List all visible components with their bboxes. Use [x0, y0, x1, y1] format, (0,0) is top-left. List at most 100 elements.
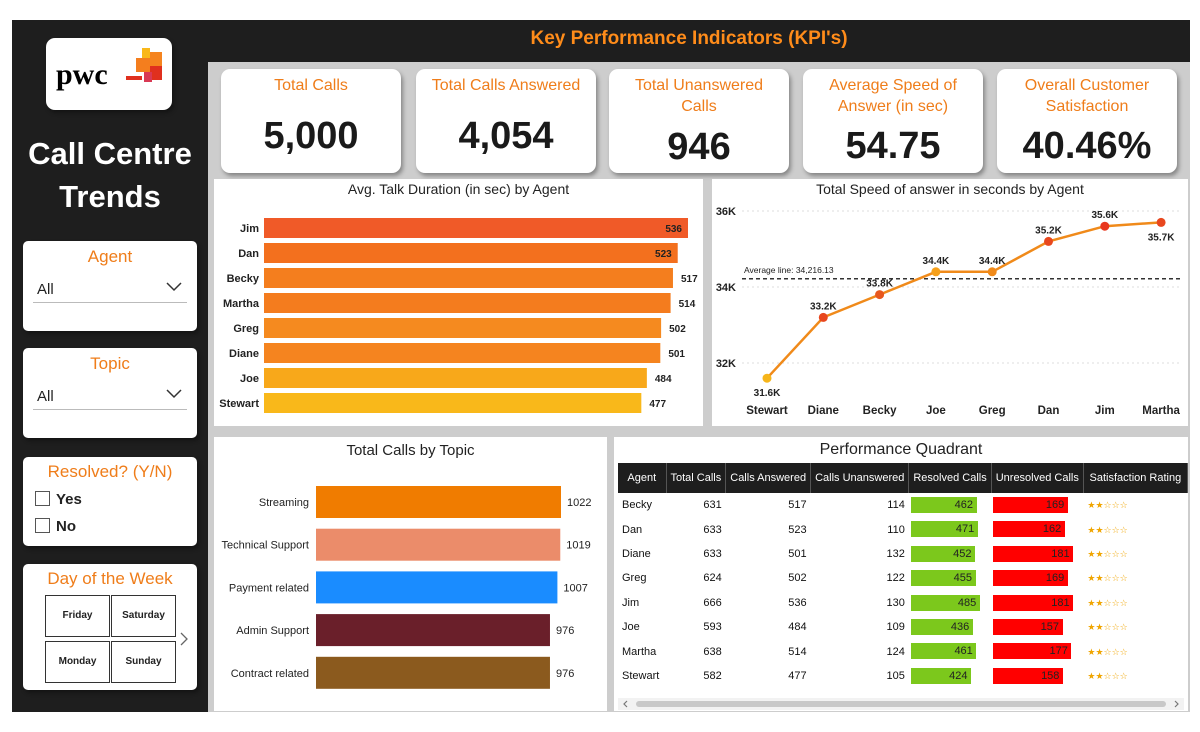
- number-cell: 130: [886, 596, 905, 609]
- day-tile-monday[interactable]: Monday: [45, 641, 110, 683]
- table-row[interactable]: Diane 633 501 132 452 181 ★★☆☆☆: [618, 542, 1187, 566]
- bar: [316, 614, 550, 647]
- column-header[interactable]: Total Calls: [666, 463, 727, 493]
- rating-cell: ★★☆☆☆: [1083, 542, 1187, 566]
- star-rating-icon: ★★☆☆☆: [1087, 548, 1128, 559]
- bar-value-label: 169: [1045, 499, 1065, 511]
- bar-value-label: 181: [1051, 596, 1070, 609]
- table-row[interactable]: Jim 666 536 130 485 181 ★★☆☆☆: [618, 591, 1187, 615]
- number-cell: 132: [886, 547, 905, 560]
- column-header[interactable]: Calls Answered: [725, 463, 812, 493]
- resolved-yes-checkbox[interactable]: Yes: [35, 491, 82, 508]
- bar-value-label: 471: [955, 523, 975, 536]
- number-cell: 105: [886, 669, 905, 682]
- resolved-bar-cell: 452: [909, 542, 991, 566]
- scroll-left-icon[interactable]: [621, 699, 631, 709]
- day-tile-saturday[interactable]: Saturday: [111, 595, 176, 637]
- speed-answer-chart: 32K 34K 36K Average line: 34,216.13 31.6K Ste…: [716, 206, 1182, 417]
- bar-value-label: 484: [655, 374, 672, 385]
- bar-value-label: 455: [953, 572, 972, 585]
- bar-category-label: Greg: [233, 323, 259, 335]
- bar: [264, 318, 662, 338]
- bar-value-label: 1022: [567, 497, 591, 509]
- table-row[interactable]: Joe 593 484 109 436 157 ★★☆☆☆: [618, 615, 1187, 639]
- number-cell: 477: [788, 669, 807, 682]
- rating-cell: ★★☆☆☆: [1083, 615, 1187, 639]
- speed-answer-title: Total Speed of answer in seconds by Agen…: [816, 181, 1084, 197]
- table-row[interactable]: Stewart 582 477 105 424 158 ★★☆☆☆: [618, 664, 1187, 688]
- topic-slicer-title: Topic: [90, 354, 130, 373]
- data-point: [762, 373, 772, 383]
- table-row[interactable]: Becky 631 517 114 462 169 ★★☆☆☆: [618, 493, 1187, 517]
- performance-table: Agent Total Calls Calls Answered Calls Unan…: [618, 463, 1188, 688]
- data-label: 33.2K: [810, 301, 837, 312]
- chevron-right-icon[interactable]: [179, 632, 189, 646]
- bar-value-label: 169: [1045, 572, 1065, 585]
- table-row[interactable]: Martha 638 514 124 461 177 ★★☆☆☆: [618, 639, 1187, 663]
- resolved-no-label: No: [56, 518, 76, 535]
- resolved-slicer: Resolved? (Y/N) Yes No: [23, 457, 197, 546]
- column-header[interactable]: Calls Unanswered: [810, 463, 910, 493]
- kpi-label: Total Unanswered Calls: [634, 77, 764, 115]
- bar: [264, 343, 661, 363]
- calls-topic-chart: Streaming 1022 Technical Support 1019 Paymen…: [222, 486, 591, 689]
- day-tile-sunday[interactable]: Sunday: [111, 641, 176, 683]
- number-cell: 501: [788, 547, 807, 560]
- bar-category-label: Payment related: [229, 582, 309, 594]
- agent-dropdown-value: All: [37, 281, 54, 298]
- column-header[interactable]: Agent: [618, 463, 667, 493]
- data-point: [1044, 236, 1053, 246]
- horizontal-scrollbar[interactable]: [618, 698, 1184, 710]
- column-header[interactable]: Resolved Calls: [908, 463, 992, 493]
- agent-dropdown[interactable]: All: [33, 275, 187, 303]
- unresolved-bar-cell: 169: [991, 493, 1083, 517]
- scrollbar-thumb[interactable]: [636, 701, 1166, 707]
- unresolved-bar: [993, 497, 1068, 513]
- bar-value-label: 514: [679, 299, 696, 310]
- data-label: 34.4K: [923, 256, 950, 267]
- bar-value-label: 462: [954, 499, 973, 511]
- resolved-bar: [910, 667, 972, 684]
- number-cell: 124: [886, 645, 905, 658]
- bar-category-label: Stewart: [219, 398, 259, 410]
- bar-category-label: Streaming: [259, 497, 309, 509]
- topic-dropdown[interactable]: All: [33, 382, 187, 410]
- bar-value-label: 976: [556, 625, 574, 637]
- unresolved-bar-cell: 181: [991, 542, 1083, 566]
- unresolved-bar-cell: 181: [991, 591, 1083, 615]
- number-cell: 633: [703, 523, 722, 536]
- bar: [316, 486, 561, 518]
- bar: [264, 368, 647, 388]
- kpi-label: Total Calls Answered: [431, 77, 581, 94]
- series-line: [766, 221, 1162, 380]
- x-tick-label: Greg: [979, 405, 1006, 417]
- resolved-bar: [910, 521, 978, 538]
- number-cell: 484: [788, 621, 807, 634]
- x-tick-label: Martha: [1142, 405, 1180, 417]
- bar-value-label: 501: [668, 349, 685, 360]
- scroll-right-icon[interactable]: [1171, 699, 1181, 709]
- table-row[interactable]: Dan 633 523 110 471 162 ★★☆☆☆: [618, 517, 1187, 541]
- unresolved-bar: [993, 594, 1074, 611]
- data-point: [987, 267, 997, 277]
- kpi-title: Key Performance Indicators (KPI's): [530, 28, 848, 49]
- kpi-card-unanswered-calls: Total Unanswered Calls 946: [609, 69, 789, 173]
- resolved-no-checkbox[interactable]: No: [35, 518, 76, 535]
- agent-slicer: Agent All: [23, 241, 197, 331]
- x-tick-label: Becky: [863, 405, 897, 417]
- kpi-card-average-speed: Average Speed of Answer (in sec) 54.75: [803, 69, 983, 173]
- number-cell: 536: [788, 596, 807, 609]
- unresolved-bar: [993, 521, 1065, 538]
- column-header[interactable]: Satisfaction Rating: [1083, 463, 1188, 493]
- bar-value-label: 162: [1042, 523, 1062, 536]
- column-header[interactable]: Unresolved Calls: [991, 463, 1084, 493]
- day-tile-friday[interactable]: Friday: [45, 595, 110, 637]
- agent-cell: Diane: [622, 547, 651, 560]
- number-cell: 114: [887, 499, 905, 512]
- bar-value-label: 181: [1051, 547, 1070, 560]
- table-row[interactable]: Greg 624 502 122 455 169 ★★☆☆☆: [618, 566, 1187, 590]
- bar-category-label: Joe: [240, 373, 259, 385]
- bar-value-label: 976: [556, 668, 574, 680]
- number-cell: 633: [703, 547, 722, 560]
- page-title: Call Centre Trends: [28, 136, 192, 214]
